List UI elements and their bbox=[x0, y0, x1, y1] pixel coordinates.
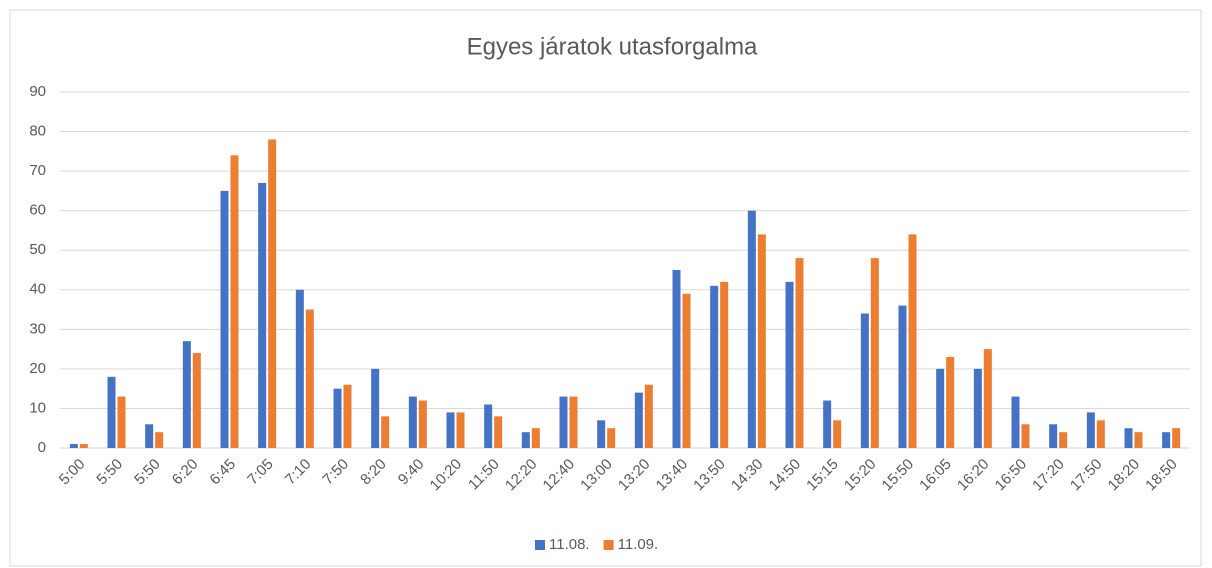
bar bbox=[757, 234, 766, 448]
chart-title: Egyes járatok utasforgalma bbox=[467, 33, 758, 60]
bar bbox=[145, 424, 154, 448]
bar bbox=[192, 353, 201, 448]
legend-label: 11.09. bbox=[618, 536, 659, 553]
bar bbox=[220, 190, 229, 448]
bar bbox=[973, 368, 982, 448]
bar bbox=[155, 432, 164, 448]
bar bbox=[79, 444, 88, 448]
bar bbox=[720, 281, 729, 448]
bar bbox=[343, 384, 352, 448]
bar bbox=[1021, 424, 1030, 448]
bar bbox=[870, 258, 879, 448]
bar bbox=[531, 428, 540, 448]
y-tick-label: 80 bbox=[29, 123, 46, 140]
bar bbox=[1172, 428, 1181, 448]
bar bbox=[484, 404, 493, 448]
bar bbox=[559, 396, 568, 448]
bar bbox=[710, 285, 719, 448]
bar bbox=[456, 412, 465, 448]
chart-border bbox=[9, 9, 1202, 567]
bar bbox=[747, 210, 756, 448]
bar bbox=[682, 293, 691, 448]
bar bbox=[644, 384, 653, 448]
bar bbox=[785, 281, 794, 448]
bar bbox=[823, 400, 832, 448]
bar bbox=[446, 412, 455, 448]
y-tick-label: 50 bbox=[29, 241, 46, 258]
bar bbox=[1096, 420, 1105, 448]
y-tick-label: 10 bbox=[29, 399, 46, 416]
bar bbox=[494, 416, 503, 448]
bar bbox=[117, 396, 126, 448]
bar bbox=[371, 368, 380, 448]
bar bbox=[607, 428, 616, 448]
y-tick-label: 70 bbox=[29, 162, 46, 179]
bar bbox=[107, 376, 116, 448]
bar bbox=[1124, 428, 1133, 448]
legend-swatch bbox=[603, 540, 614, 550]
bar bbox=[1162, 432, 1171, 448]
bar bbox=[936, 368, 945, 448]
bar bbox=[295, 289, 304, 448]
bar bbox=[408, 396, 417, 448]
bar bbox=[983, 349, 992, 448]
legend-label: 11.08. bbox=[549, 536, 590, 553]
bar bbox=[1086, 412, 1095, 448]
bar bbox=[569, 396, 578, 448]
bar bbox=[1011, 396, 1020, 448]
bar bbox=[268, 139, 277, 448]
bar bbox=[634, 392, 643, 448]
bar bbox=[69, 444, 78, 448]
bar bbox=[833, 420, 842, 448]
bar bbox=[946, 357, 955, 448]
bar bbox=[795, 258, 804, 448]
bar bbox=[1059, 432, 1068, 448]
bar bbox=[521, 432, 530, 448]
y-tick-label: 40 bbox=[29, 281, 46, 298]
bar bbox=[672, 270, 681, 448]
bar bbox=[258, 182, 267, 448]
bar bbox=[1049, 424, 1058, 448]
bar bbox=[898, 305, 907, 448]
y-tick-label: 60 bbox=[29, 202, 46, 219]
y-tick-label: 30 bbox=[29, 320, 46, 337]
bar bbox=[230, 155, 239, 449]
bar bbox=[381, 416, 390, 448]
bar bbox=[597, 420, 606, 448]
y-tick-label: 20 bbox=[29, 360, 46, 377]
bar bbox=[182, 341, 191, 448]
legend-swatch bbox=[535, 540, 545, 550]
y-tick-label: 90 bbox=[29, 83, 46, 100]
y-tick-label: 0 bbox=[38, 439, 46, 456]
bar bbox=[418, 400, 427, 448]
bar bbox=[860, 313, 869, 448]
bar bbox=[333, 388, 342, 448]
bar bbox=[305, 309, 314, 448]
bar bbox=[908, 234, 917, 448]
bar bbox=[1134, 432, 1143, 448]
